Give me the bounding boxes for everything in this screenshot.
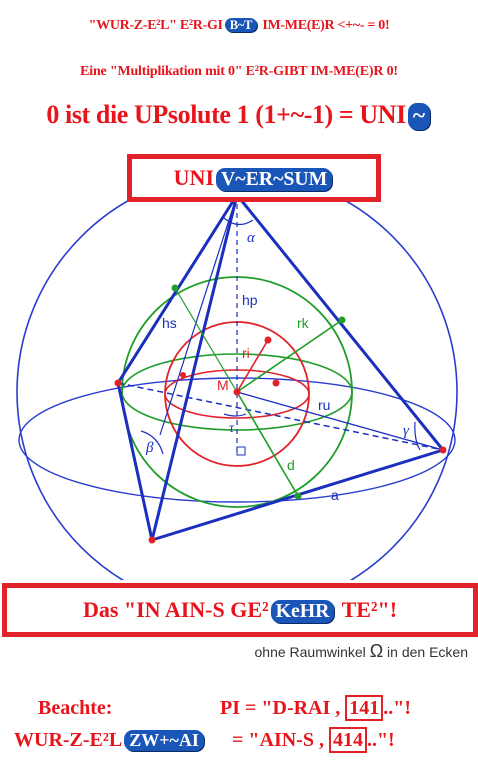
- header-line-2: Eine "Multiplikation mit 0" E²R-GIBT IM-…: [80, 64, 398, 79]
- label-a: a: [331, 487, 339, 503]
- header-line-1-text-end: IM-ME(E)R <+~- = 0!: [259, 18, 390, 33]
- note-pi-text-end: .."!: [383, 697, 412, 719]
- note-root-value-text: = "AIN-S ,: [232, 729, 324, 751]
- note-root-value-text-end: .."!: [366, 729, 395, 751]
- pyramid-edge-half-diag: [236, 391, 444, 451]
- angle-arc-tau: [223, 413, 247, 417]
- label-d: d: [287, 457, 295, 473]
- note-root: WUR-Z-E²L ZW+~AI: [14, 729, 206, 752]
- note-root-boxed-number: 414: [328, 727, 367, 753]
- label-ru: ru: [318, 397, 330, 413]
- angle-arc-beta: [140, 430, 164, 455]
- label-rk: rk: [297, 315, 310, 331]
- note-root-tag: ZW+~AI: [124, 730, 204, 751]
- caption-text-end: in den Ecken: [387, 644, 468, 660]
- right-angle-marker: [236, 446, 246, 456]
- bottom-title-box: Das "IN AIN-S GE² KeHR TE²"!: [2, 583, 478, 637]
- touch-point-rk: [338, 316, 346, 324]
- header-line-3-tag: ~: [407, 103, 430, 130]
- top-title-tag: V~ER~SUM: [216, 168, 333, 191]
- bottom-title-text-end: TE²"!: [336, 597, 398, 622]
- label-hs: hs: [162, 315, 177, 331]
- bottom-title-text: Das "IN AIN-S GE²: [82, 597, 269, 622]
- top-title-box: UNI V~ER~SUM: [127, 154, 381, 202]
- header-line-1: "WUR-Z-E²L" E²R-GI B~T IM-ME(E)R <+~- = 0…: [0, 18, 478, 34]
- midpoint-line: [174, 287, 238, 393]
- label-tau: τ: [229, 421, 235, 436]
- radius-rk-line: [236, 319, 343, 393]
- radius-ri-line: [236, 339, 269, 393]
- pyramid-edge-apex-front: [150, 194, 239, 541]
- touch-point-2: [294, 492, 302, 500]
- note-pi-text: PI = "D-RAI ,: [220, 697, 341, 719]
- touch-point-ri: [264, 336, 272, 344]
- pyramid-sphere-diagram: α β γ τ hp hs rk ri ru M d a: [16, 171, 458, 580]
- label-ri: ri: [242, 345, 250, 361]
- top-title-text: UNI: [173, 165, 215, 190]
- note-pi-boxed-number: 141: [345, 695, 384, 721]
- pyramid-edge-slant-height: [159, 194, 238, 436]
- radius-d-line: [236, 391, 299, 497]
- label-gamma: γ: [403, 423, 410, 439]
- note-root-text: WUR-Z-E²L: [14, 729, 123, 751]
- note-label: Beachte:: [38, 697, 113, 719]
- header-line-1-tag: B~T: [224, 18, 258, 33]
- corner-left-point: [114, 379, 122, 387]
- angle-arc-alpha: [223, 217, 254, 226]
- header-line-3-text: 0 ist die UPsolute 1 (1+~-1) = UNI: [46, 100, 406, 129]
- header-line-1-text: "WUR-Z-E²L" E²R-GI: [88, 18, 223, 33]
- corner-front-point: [148, 536, 156, 544]
- label-hp: hp: [242, 292, 258, 308]
- touch-point-3: [272, 379, 280, 387]
- label-alpha: α: [247, 230, 256, 246]
- label-M: M: [217, 377, 229, 393]
- angle-arc-gamma: [414, 421, 421, 451]
- bottom-title-tag: KeHR: [270, 600, 335, 623]
- diagram-caption: ohne Raumwinkel Ω in den Ecken: [0, 641, 469, 662]
- note-root-value: = "AIN-S , 414 .."!: [232, 727, 395, 753]
- caption-text: ohne Raumwinkel: [254, 644, 366, 660]
- corner-right-point: [439, 446, 447, 454]
- center-point: [233, 388, 241, 396]
- label-beta: β: [145, 440, 154, 456]
- touch-point-4: [180, 372, 186, 378]
- note-pi: PI = "D-RAI , 141 .."!: [220, 695, 412, 721]
- touch-point-1: [171, 284, 179, 292]
- pyramid-edge-base-left: [116, 382, 154, 541]
- omega-symbol: Ω: [369, 641, 384, 661]
- hidden-edge-1: [117, 382, 444, 451]
- header-line-3: 0 ist die UPsolute 1 (1+~-1) = UNI ~: [0, 100, 478, 130]
